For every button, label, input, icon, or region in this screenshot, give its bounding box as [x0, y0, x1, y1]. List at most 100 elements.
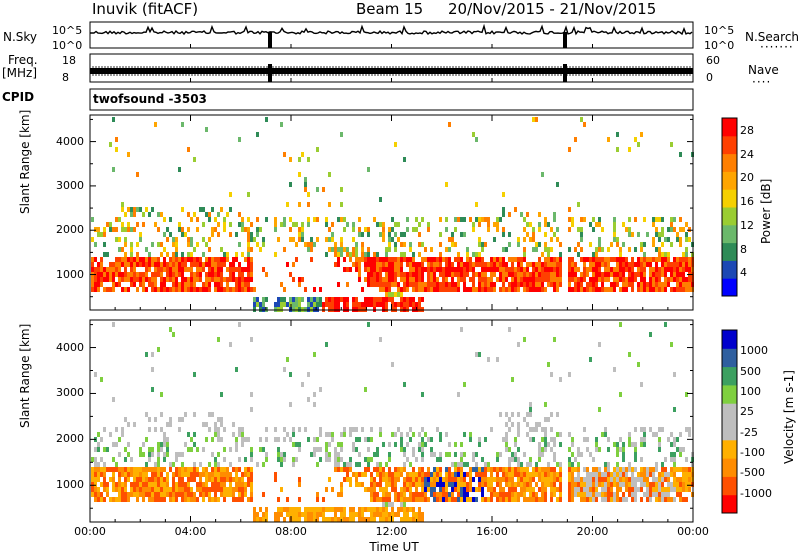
velocity-colorbar-segment: [722, 384, 737, 404]
echo-cell: [307, 507, 310, 512]
echo-cell: [184, 412, 187, 417]
echo-cell: [358, 267, 361, 272]
echo-cell: [157, 447, 160, 452]
echo-cell: [538, 222, 541, 227]
echo-cell: [607, 492, 610, 497]
echo-cell: [580, 492, 583, 497]
echo-cell: [520, 482, 523, 487]
echo-cell: [100, 482, 103, 487]
echo-cell: [412, 512, 415, 517]
echo-cell: [622, 477, 625, 482]
echo-cell: [646, 262, 649, 267]
echo-cell: [196, 467, 199, 472]
echo-cell: [418, 277, 421, 282]
echo-cell: [583, 122, 586, 127]
echo-cell: [592, 277, 595, 282]
echo-cell: [403, 487, 406, 492]
echo-cell: [403, 452, 406, 457]
echo-cell: [505, 472, 508, 477]
echo-cell: [331, 437, 334, 442]
echo-cell: [376, 447, 379, 452]
echo-cell: [439, 432, 442, 437]
echo-cell: [340, 217, 343, 222]
echo-cell: [340, 242, 343, 247]
echo-cell: [187, 487, 190, 492]
echo-cell: [478, 477, 481, 482]
echo-cell: [397, 467, 400, 472]
echo-cell: [109, 222, 112, 227]
echo-cell: [592, 257, 595, 262]
echo-cell: [451, 472, 454, 477]
echo-cell: [223, 257, 226, 262]
echo-cell: [667, 282, 670, 287]
echo-cell: [319, 302, 322, 307]
echo-cell: [478, 257, 481, 262]
echo-cell: [658, 272, 661, 277]
echo-cell: [424, 482, 427, 487]
echo-cell: [238, 222, 241, 227]
echo-cell: [616, 277, 619, 282]
velocity-colorbar-tick: -25: [740, 425, 758, 439]
echo-cell: [223, 447, 226, 452]
echo-cell: [523, 247, 526, 252]
echo-cell: [589, 222, 592, 227]
echo-cell: [418, 432, 421, 437]
echo-cell: [532, 267, 535, 272]
echo-cell: [463, 277, 466, 282]
echo-cell: [640, 272, 643, 277]
echo-cell: [523, 282, 526, 287]
echo-cell: [292, 517, 295, 522]
echo-cell: [193, 277, 196, 282]
echo-cell: [580, 287, 583, 292]
echo-cell: [199, 462, 202, 467]
echo-cell: [484, 477, 487, 482]
echo-cell: [376, 507, 379, 512]
echo-cell: [436, 457, 439, 462]
echo-cell: [544, 497, 547, 502]
echo-cell: [529, 272, 532, 277]
echo-cell: [238, 242, 241, 247]
echo-cell: [601, 472, 604, 477]
echo-cell: [358, 257, 361, 262]
echo-cell: [580, 477, 583, 482]
echo-cell: [397, 477, 400, 482]
echo-cell: [250, 237, 253, 242]
echo-cell: [157, 487, 160, 492]
velocity-colorbar-tick: 100: [740, 385, 761, 398]
echo-cell: [427, 482, 430, 487]
echo-cell: [673, 442, 676, 447]
echo-cell: [466, 257, 469, 262]
nsearch-tick-top: 10^5: [704, 24, 735, 37]
echo-cell: [370, 487, 373, 492]
echo-cell: [373, 467, 376, 472]
echo-cell: [370, 492, 373, 497]
echo-cell: [421, 472, 424, 477]
echo-cell: [145, 482, 148, 487]
echo-cell: [673, 477, 676, 482]
echo-cell: [337, 247, 340, 252]
echo-cell: [289, 272, 292, 277]
echo-cell: [391, 477, 394, 482]
echo-cell: [238, 287, 241, 292]
echo-cell: [685, 247, 688, 252]
echo-cell: [448, 467, 451, 472]
echo-cell: [103, 467, 106, 472]
echo-cell: [547, 282, 550, 287]
echo-cell: [172, 242, 175, 247]
echo-cell: [496, 227, 499, 232]
echo-cell: [382, 477, 385, 482]
echo-cell: [385, 277, 388, 282]
echo-cell: [553, 487, 556, 492]
echo-cell: [160, 277, 163, 282]
echo-cell: [172, 252, 175, 257]
echo-cell: [379, 282, 382, 287]
echo-cell: [661, 232, 664, 237]
echo-cell: [328, 457, 331, 462]
nsky-trace: [89, 23, 693, 36]
echo-cell: [205, 282, 208, 287]
echo-cell: [190, 237, 193, 242]
echo-cell: [391, 362, 394, 367]
echo-cell: [661, 487, 664, 492]
echo-cell: [493, 467, 496, 472]
echo-cell: [121, 472, 124, 477]
